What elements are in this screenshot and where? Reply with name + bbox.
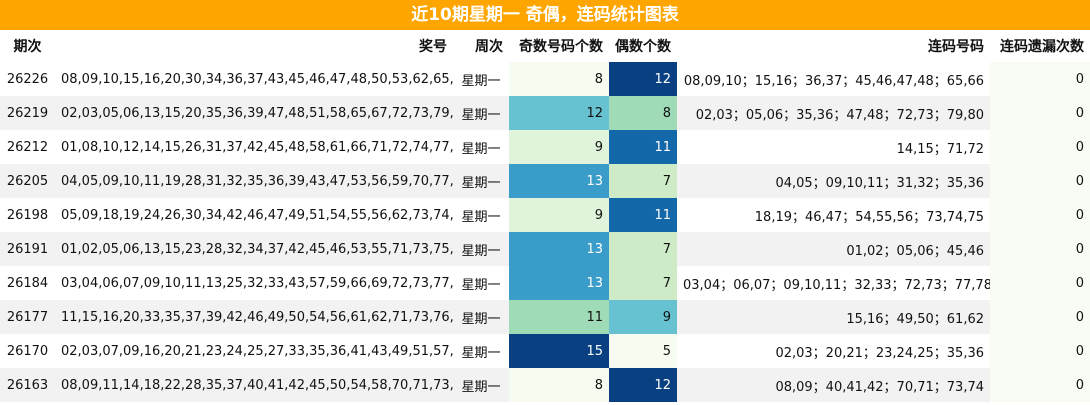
cell-missing: 0 xyxy=(990,368,1090,402)
cell-numbers: 01,02,05,06,13,15,23,28,32,34,37,42,45,4… xyxy=(55,232,453,266)
cell-odd-count: 8 xyxy=(509,368,609,402)
cell-missing: 0 xyxy=(990,164,1090,198)
cell-odd-count: 8 xyxy=(509,62,609,96)
cell-even-count: 12 xyxy=(609,368,677,402)
cell-missing: 0 xyxy=(990,300,1090,334)
table-row: 26177 11,15,16,20,33,35,37,39,42,46,49,50… xyxy=(0,300,1090,334)
cell-numbers: 05,09,18,19,24,26,30,34,42,46,47,49,51,5… xyxy=(61,207,453,223)
cell-even-count: 7 xyxy=(609,164,677,198)
header-numbers: 奖号 xyxy=(419,39,447,55)
cell-even-count: 11 xyxy=(609,130,677,164)
cell-consecutive: 08,09；40,41,42；70,71；73,74 xyxy=(677,368,990,402)
cell-weekday: 星期一 xyxy=(461,141,501,157)
header-row: 期次 奖号 周次 奇数号码个数 偶数个数 连码号码 连码遗漏次数 xyxy=(0,30,1090,62)
cell-numbers: 03,04,06,07,09,10,11,13,25,32,33,43,57,5… xyxy=(61,275,453,291)
cell-consecutive: 03,04；06,07；09,10,11；32,33；72,73；77,78 xyxy=(683,277,990,293)
cell-weekday: 星期一 xyxy=(453,300,509,334)
cell-consecutive: 04,05；09,10,11；31,32；35,36 xyxy=(677,164,990,198)
cell-odd-count: 13 xyxy=(509,266,609,300)
cell-period: 26219 xyxy=(0,96,55,130)
cell-even-count: 9 xyxy=(609,300,677,334)
cell-period: 26212 xyxy=(6,139,49,155)
cell-even-count: 12 xyxy=(609,62,677,96)
cell-consecutive: 02,03；20,21；23,24,25；35,36 xyxy=(775,345,984,361)
cell-even-count: 11 xyxy=(609,198,677,232)
header-weekday: 周次 xyxy=(475,39,503,55)
header-missing: 连码遗漏次数 xyxy=(1000,39,1084,55)
cell-period: 26184 xyxy=(6,275,49,291)
cell-weekday: 星期一 xyxy=(453,368,509,402)
cell-numbers: 01,08,10,12,14,15,26,31,37,42,45,48,58,6… xyxy=(61,139,453,155)
cell-period: 26170 xyxy=(6,343,49,359)
cell-period: 26198 xyxy=(6,207,49,223)
cell-weekday: 星期一 xyxy=(461,345,501,361)
header-consecutive: 连码号码 xyxy=(928,39,984,55)
cell-odd-count: 9 xyxy=(509,130,609,164)
cell-even-count: 8 xyxy=(609,96,677,130)
cell-period: 26191 xyxy=(0,232,55,266)
table-row: 26184 03,04,06,07,09,10,11,13,25,32,33,43… xyxy=(0,266,1090,300)
cell-period: 26205 xyxy=(0,164,55,198)
table-row: 26219 02,03,05,06,13,15,20,35,36,39,47,48… xyxy=(0,96,1090,130)
cell-odd-count: 9 xyxy=(509,198,609,232)
cell-numbers: 04,05,09,10,11,19,28,31,32,35,36,39,43,4… xyxy=(55,164,453,198)
cell-even-count: 7 xyxy=(609,266,677,300)
cell-odd-count: 13 xyxy=(509,232,609,266)
cell-weekday: 星期一 xyxy=(461,277,501,293)
cell-weekday: 星期一 xyxy=(453,232,509,266)
cell-weekday: 星期一 xyxy=(461,209,501,225)
stats-table: 期次 奖号 周次 奇数号码个数 偶数个数 连码号码 连码遗漏次数 26226 08… xyxy=(0,30,1090,402)
cell-missing: 0 xyxy=(990,96,1090,130)
header-period: 期次 xyxy=(13,39,42,55)
cell-missing: 0 xyxy=(990,130,1090,164)
cell-consecutive: 15,16；49,50；61,62 xyxy=(677,300,990,334)
cell-consecutive: 18,19；46,47；54,55,56；73,74,75 xyxy=(754,209,984,225)
cell-numbers: 02,03,05,06,13,15,20,35,36,39,47,48,51,5… xyxy=(55,96,453,130)
cell-period: 26226 xyxy=(6,71,49,87)
cell-odd-count: 13 xyxy=(509,164,609,198)
cell-missing: 0 xyxy=(990,198,1090,232)
table-row: 26163 08,09,11,14,18,22,28,35,37,40,41,42… xyxy=(0,368,1090,402)
table-row: 26226 08,09,10,15,16,20,30,34,36,37,43,45… xyxy=(0,62,1090,96)
cell-missing: 0 xyxy=(990,62,1090,96)
cell-even-count: 7 xyxy=(609,232,677,266)
cell-numbers: 08,09,10,15,16,20,30,34,36,37,43,45,46,4… xyxy=(61,71,453,87)
cell-odd-count: 12 xyxy=(509,96,609,130)
cell-weekday: 星期一 xyxy=(453,164,509,198)
table-row: 26212 01,08,10,12,14,15,26,31,37,42,45,48… xyxy=(0,130,1090,164)
header-odd-count: 奇数号码个数 xyxy=(519,39,603,55)
cell-even-count: 5 xyxy=(609,334,677,368)
table-row: 26198 05,09,18,19,24,26,30,34,42,46,47,49… xyxy=(0,198,1090,232)
table-row: 26170 02,03,07,09,16,20,21,23,24,25,27,33… xyxy=(0,334,1090,368)
table-row: 26191 01,02,05,06,13,15,23,28,32,34,37,42… xyxy=(0,232,1090,266)
cell-odd-count: 11 xyxy=(509,300,609,334)
header-even-count: 偶数个数 xyxy=(615,39,671,55)
cell-weekday: 星期一 xyxy=(453,96,509,130)
cell-missing: 0 xyxy=(990,266,1090,300)
cell-missing: 0 xyxy=(990,232,1090,266)
chart-title: 近10期星期一 奇偶，连码统计图表 xyxy=(0,0,1090,30)
cell-consecutive: 02,03；05,06；35,36；47,48；72,73；79,80 xyxy=(677,96,990,130)
table-row: 26205 04,05,09,10,11,19,28,31,32,35,36,39… xyxy=(0,164,1090,198)
cell-odd-count: 15 xyxy=(509,334,609,368)
cell-consecutive: 14,15；71,72 xyxy=(896,141,984,157)
cell-period: 26177 xyxy=(0,300,55,334)
cell-consecutive: 08,09,10；15,16；36,37；45,46,47,48；65,66 xyxy=(683,73,984,89)
cell-weekday: 星期一 xyxy=(461,73,501,89)
cell-missing: 0 xyxy=(990,334,1090,368)
cell-numbers: 08,09,11,14,18,22,28,35,37,40,41,42,45,5… xyxy=(55,368,453,402)
cell-consecutive: 01,02；05,06；45,46 xyxy=(677,232,990,266)
cell-period: 26163 xyxy=(0,368,55,402)
cell-numbers: 02,03,07,09,16,20,21,23,24,25,27,33,35,3… xyxy=(61,343,453,359)
cell-numbers: 11,15,16,20,33,35,37,39,42,46,49,50,54,5… xyxy=(55,300,453,334)
